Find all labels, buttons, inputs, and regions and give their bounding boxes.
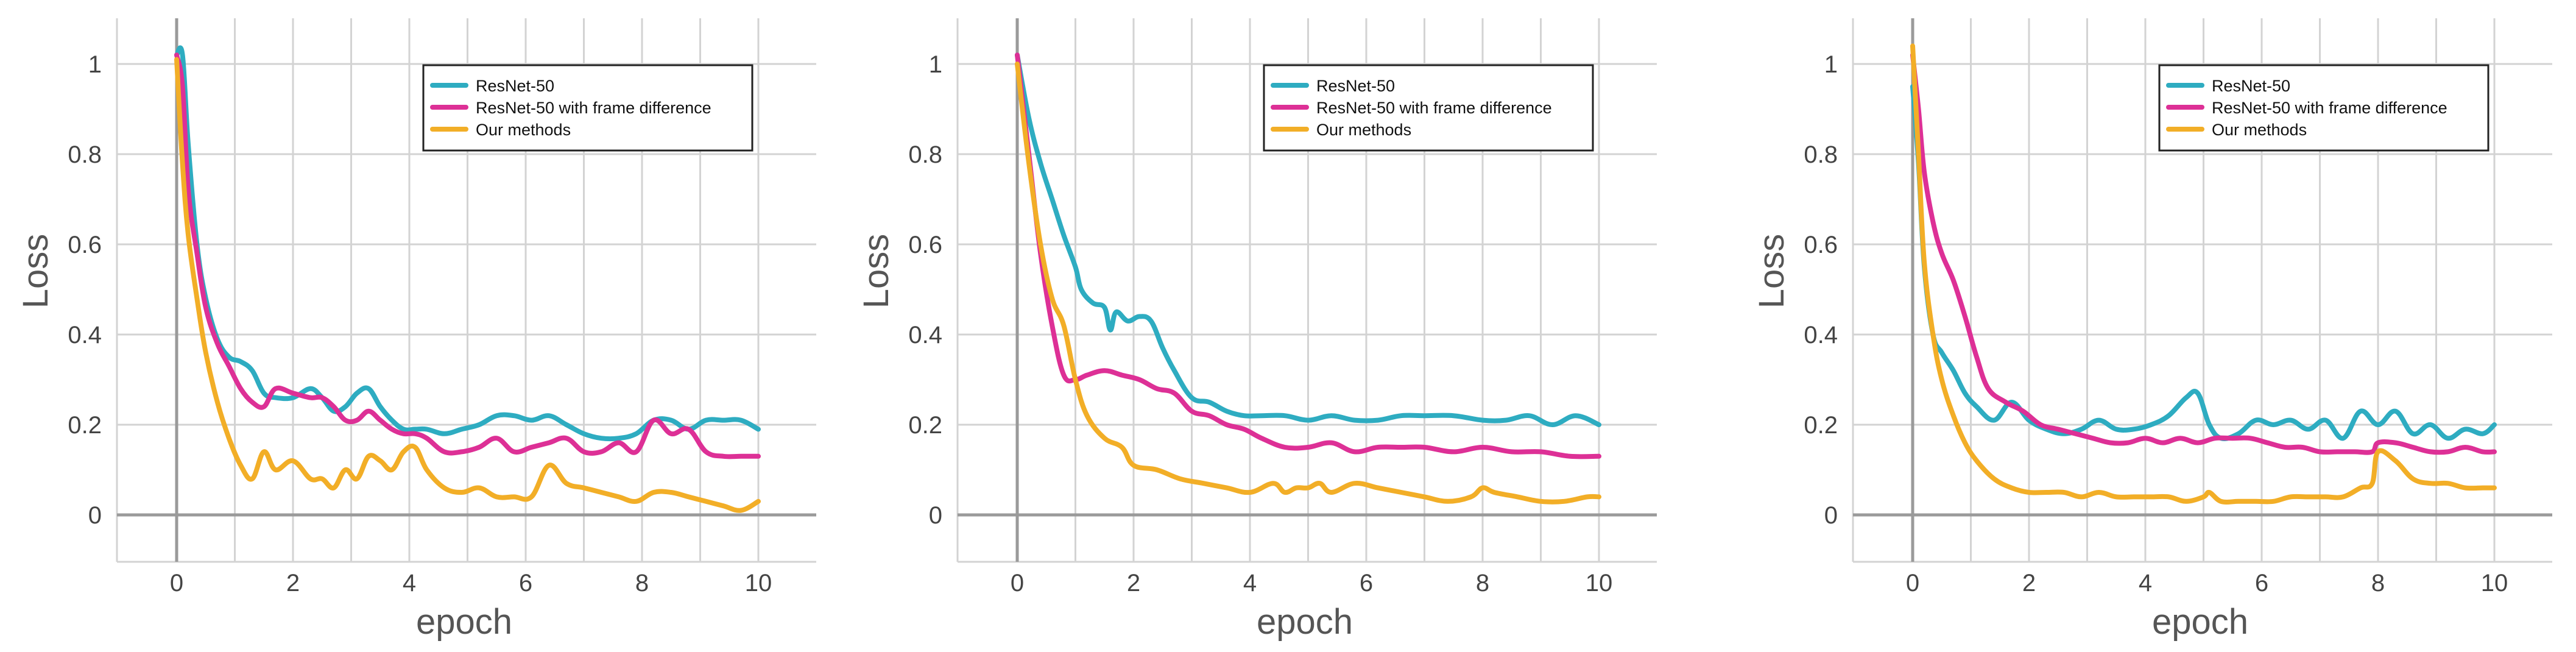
y-tick-label: 0.8 <box>908 141 942 168</box>
series-line-1 <box>1910 84 2497 441</box>
y-tick-label: 0 <box>929 502 942 529</box>
y-tick-label: 0 <box>1824 502 1838 529</box>
x-tick-label: 8 <box>1476 570 1489 597</box>
legend: ResNet-50 ResNet-50 with frame difference… <box>1263 64 1594 152</box>
y-tick-label: 0 <box>88 502 102 529</box>
x-tick-label: 6 <box>1360 570 1373 597</box>
legend-label-2: ResNet-50 with frame difference <box>2212 99 2447 117</box>
chart-panel-1: 0 2 4 6 8 10 0 0.2 0.4 0.6 0.8 1 epoch Loss ResNet-50 R… <box>0 0 828 652</box>
y-axis-title: Loss <box>856 234 896 309</box>
legend-label-2: ResNet-50 with frame difference <box>1316 99 1552 117</box>
legend-label-2: ResNet-50 with frame difference <box>476 99 711 117</box>
y-tick-label: 0.2 <box>1804 412 1838 439</box>
x-tick-label: 4 <box>1243 570 1257 597</box>
legend-label-1: ResNet-50 <box>476 77 554 95</box>
x-tick-label: 4 <box>2139 570 2152 597</box>
x-tick-label: 2 <box>2022 570 2036 597</box>
legend-label-3: Our methods <box>1316 121 1411 139</box>
legend: ResNet-50 ResNet-50 with frame difference… <box>2158 64 2490 152</box>
y-axis-title: Loss <box>16 234 55 309</box>
x-tick-label: 0 <box>1906 570 1919 597</box>
x-tick-label: 2 <box>286 570 300 597</box>
x-tick-label: 0 <box>170 570 183 597</box>
y-tick-label: 0.6 <box>1804 232 1838 258</box>
y-tick-label: 0.6 <box>908 232 942 258</box>
x-tick-label: 2 <box>1127 570 1140 597</box>
y-tick-label: 1 <box>1824 51 1838 78</box>
series-line-2 <box>1910 52 2497 455</box>
y-tick-label: 0.4 <box>1804 322 1838 349</box>
series-line-3 <box>1910 43 2497 505</box>
series-line-3 <box>1015 62 1601 505</box>
y-axis-title: Loss <box>1752 234 1791 309</box>
x-tick-label: 4 <box>403 570 416 597</box>
series-line-1 <box>174 45 761 442</box>
x-tick-label: 0 <box>1011 570 1024 597</box>
y-tick-label: 0.2 <box>68 412 102 439</box>
y-tick-label: 0.2 <box>908 412 942 439</box>
y-tick-label: 0.6 <box>68 232 102 258</box>
legend: ResNet-50 ResNet-50 with frame difference… <box>422 64 753 152</box>
chart-panel-3: 0 2 4 6 8 10 0 0.2 0.4 0.6 0.8 1 epoch Loss ResNet-50 R… <box>1736 0 2564 652</box>
x-axis-title: epoch <box>1257 602 1353 642</box>
legend-box <box>1263 64 1594 152</box>
x-axis-title: epoch <box>2152 602 2248 642</box>
legend-label-1: ResNet-50 <box>2212 77 2290 95</box>
legend-label-1: ResNet-50 <box>1316 77 1395 95</box>
y-tick-label: 0.8 <box>1804 141 1838 168</box>
series-line-2 <box>1015 52 1601 459</box>
loss-chart-1: 0 2 4 6 8 1000.20.40.60.81epochLossResNet-50R… <box>16 18 816 642</box>
legend-label-3: Our methods <box>476 121 571 139</box>
series-line-3 <box>174 57 761 513</box>
x-tick-label: 8 <box>2371 570 2385 597</box>
x-tick-label: 10 <box>1586 570 1613 597</box>
x-tick-label: 8 <box>635 570 649 597</box>
y-tick-label: 1 <box>929 51 942 78</box>
legend-box <box>2158 64 2490 152</box>
series-line-1 <box>1015 52 1601 427</box>
loss-chart-2: 0 2 4 6 8 1000.20.40.60.81epochLossResNet-50R… <box>856 18 1657 642</box>
legend-label-3: Our methods <box>2212 121 2307 139</box>
series-line-2 <box>174 52 761 459</box>
y-tick-label: 0.4 <box>908 322 942 349</box>
y-tick-label: 0.8 <box>68 141 102 168</box>
x-tick-label: 10 <box>745 570 772 597</box>
legend-box <box>422 64 753 152</box>
x-tick-label: 10 <box>2481 570 2508 597</box>
loss-chart-3: 0 2 4 6 8 1000.20.40.60.81epochLossResNet-50R… <box>1752 18 2552 642</box>
y-tick-label: 0.4 <box>68 322 102 349</box>
x-tick-label: 6 <box>519 570 532 597</box>
y-tick-label: 1 <box>88 51 102 78</box>
x-tick-label: 6 <box>2255 570 2268 597</box>
chart-panel-2: 0 2 4 6 8 10 0 0.2 0.4 0.6 0.8 1 epoch Loss ResNet-50 R… <box>841 0 1669 652</box>
x-axis-title: epoch <box>416 602 512 642</box>
